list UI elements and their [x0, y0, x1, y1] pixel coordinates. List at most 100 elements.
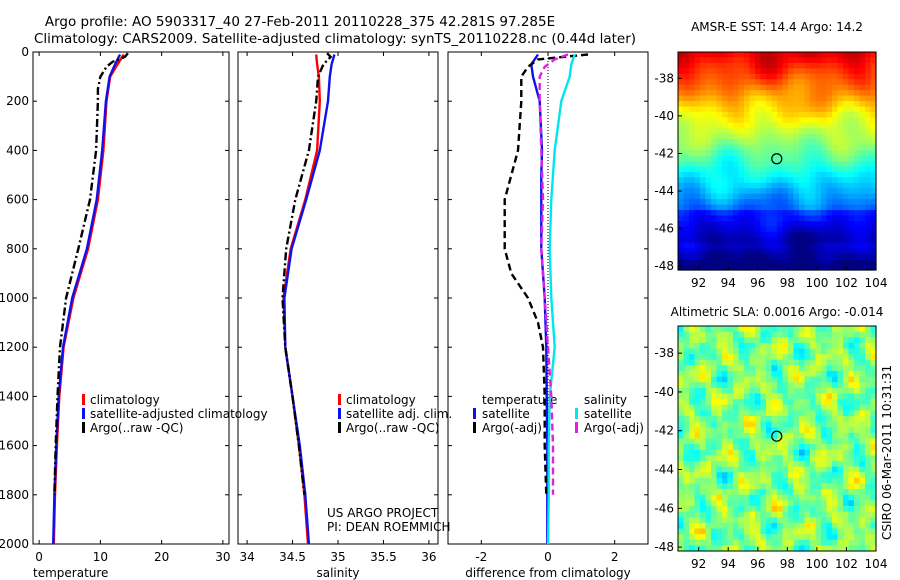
- heatmap-cell: [815, 382, 822, 389]
- heatmap-cell: [870, 399, 877, 406]
- heatmap-cell: [683, 199, 690, 206]
- heatmap-cell: [865, 432, 872, 440]
- heatmap-cell: [793, 399, 800, 406]
- heatmap-cell: [837, 393, 844, 400]
- heatmap-cell: [716, 139, 723, 146]
- heatmap-cell: [777, 342, 784, 350]
- heatmap-cell: [738, 432, 745, 440]
- heatmap-cell: [782, 101, 789, 108]
- heatmap-cell: [689, 84, 696, 91]
- heatmap-cell: [826, 444, 833, 451]
- heatmap-cell: [727, 57, 734, 64]
- heatmap-cell: [760, 150, 767, 157]
- heatmap-cell: [733, 133, 740, 140]
- heatmap-cell: [727, 421, 734, 428]
- heatmap-cell: [771, 511, 778, 518]
- heatmap-cell: [826, 337, 833, 344]
- heatmap-cell: [716, 444, 723, 451]
- heatmap-cell: [821, 359, 828, 366]
- heatmap-cell: [700, 220, 707, 227]
- heatmap-cell: [848, 248, 855, 255]
- heatmap-cell: [771, 106, 778, 113]
- heatmap-cell: [766, 133, 773, 140]
- heatmap-cell: [793, 371, 800, 378]
- heatmap-cell: [711, 122, 718, 129]
- heatmap-cell: [804, 231, 811, 238]
- legend-label-climatology: climatology: [90, 393, 160, 407]
- heatmap-cell: [755, 382, 762, 389]
- heatmap-cell: [733, 382, 740, 389]
- heatmap-cell: [694, 444, 701, 451]
- heatmap-cell: [694, 253, 701, 260]
- heatmap-cell: [815, 399, 822, 406]
- heatmap-cell: [760, 477, 767, 485]
- heatmap-cell: [821, 387, 828, 395]
- legend-label-argo: Argo(..raw -QC): [346, 421, 439, 435]
- heatmap-cell: [865, 500, 872, 507]
- heatmap-cell: [760, 393, 767, 400]
- heatmap-cell: [865, 506, 872, 513]
- heatmap-cell: [689, 62, 696, 69]
- heatmap-cell: [793, 226, 800, 233]
- heatmap-cell: [810, 511, 817, 518]
- heatmap-cell: [788, 90, 795, 97]
- heatmap-cell: [854, 177, 861, 184]
- heatmap-cell: [777, 253, 784, 260]
- heatmap-cell: [865, 393, 872, 400]
- heatmap-cell: [821, 337, 828, 344]
- heatmap-cell: [854, 253, 861, 260]
- heatmap-cell: [815, 117, 822, 124]
- heatmap-cell: [793, 210, 800, 217]
- heatmap-cell: [810, 472, 817, 479]
- heatmap-cell: [848, 477, 855, 485]
- heatmap-cell: [815, 128, 822, 135]
- heatmap-cell: [716, 545, 723, 552]
- heatmap-cell: [771, 171, 778, 178]
- heatmap-cell: [793, 117, 800, 124]
- heatmap-cell: [738, 161, 745, 168]
- heatmap-cell: [865, 494, 872, 501]
- heatmap-cell: [733, 511, 740, 518]
- heatmap-cell: [716, 259, 723, 266]
- heatmap-cell: [771, 193, 778, 200]
- heatmap-cell: [733, 438, 740, 445]
- heatmap-cell: [678, 528, 685, 535]
- heatmap-cell: [810, 84, 817, 91]
- heatmap-cell: [760, 68, 767, 75]
- heatmap-cell: [810, 101, 817, 108]
- heatmap-cell: [837, 331, 844, 338]
- heatmap-cell: [777, 539, 784, 546]
- heatmap-cell: [755, 73, 762, 80]
- heatmap-cell: [749, 52, 756, 59]
- heatmap-cell: [771, 528, 778, 535]
- heatmap-cell: [782, 237, 789, 244]
- heatmap-cell: [832, 416, 839, 423]
- heatmap-cell: [727, 101, 734, 108]
- heatmap-cell: [837, 79, 844, 86]
- heatmap-cell: [837, 204, 844, 211]
- heatmap-cell: [832, 161, 839, 168]
- heatmap-cell: [689, 371, 696, 378]
- heatmap-cell: [854, 215, 861, 222]
- heatmap-cell: [777, 455, 784, 462]
- heatmap-cell: [848, 237, 855, 244]
- heatmap-cell: [810, 264, 817, 271]
- heatmap-cell: [700, 337, 707, 344]
- heatmap-cell: [711, 237, 718, 244]
- heatmap-cell: [810, 73, 817, 80]
- heatmap-cell: [689, 393, 696, 400]
- heatmap-cell: [870, 365, 877, 372]
- heatmap-cell: [755, 133, 762, 140]
- heatmap-cell: [799, 528, 806, 535]
- heatmap-cell: [716, 477, 723, 485]
- heatmap-cell: [771, 545, 778, 552]
- heatmap-cell: [848, 242, 855, 249]
- heatmap-cell: [733, 259, 740, 266]
- heatmap-cell: [777, 128, 784, 135]
- heatmap-cell: [766, 242, 773, 249]
- heatmap-cell: [683, 122, 690, 129]
- heatmap-cell: [777, 79, 784, 86]
- heatmap-cell: [870, 528, 877, 535]
- heatmap-cell: [821, 133, 828, 140]
- heatmap-cell: [815, 204, 822, 211]
